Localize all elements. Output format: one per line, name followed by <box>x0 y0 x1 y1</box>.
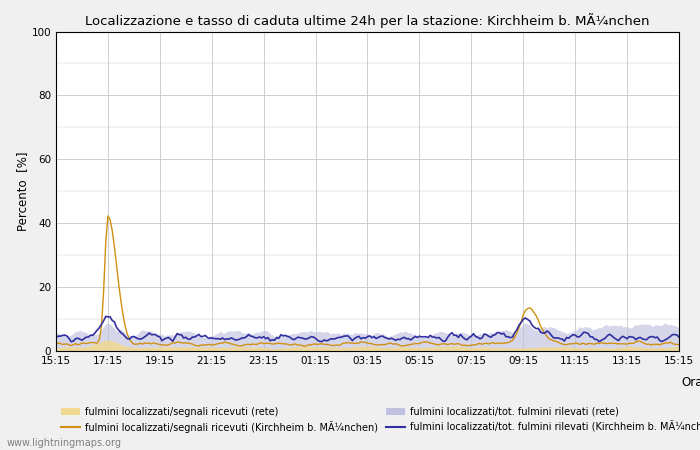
Y-axis label: Percento  [%]: Percento [%] <box>15 152 29 231</box>
Text: www.lightningmaps.org: www.lightningmaps.org <box>7 438 122 448</box>
Legend: fulmini localizzati/segnali ricevuti (rete), fulmini localizzati/segnali ricevut: fulmini localizzati/segnali ricevuti (re… <box>61 407 700 433</box>
Text: Orario: Orario <box>682 376 700 389</box>
Title: Localizzazione e tasso di caduta ultime 24h per la stazione: Kirchheim b. MÃ¼nch: Localizzazione e tasso di caduta ultime … <box>85 13 650 27</box>
